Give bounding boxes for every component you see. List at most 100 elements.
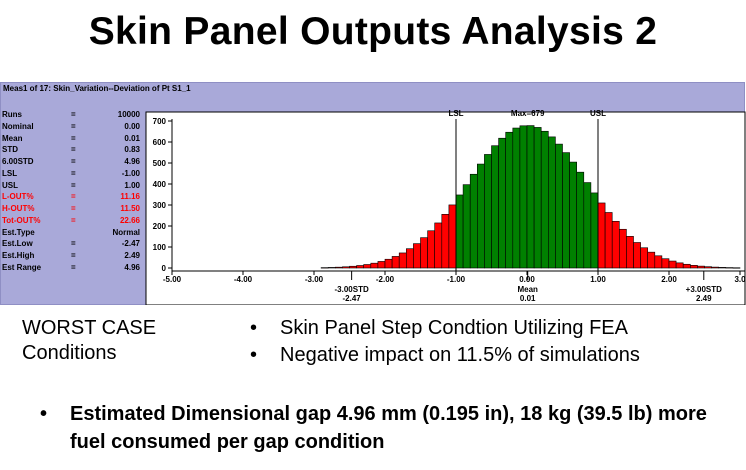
stat-value: 0.01 — [124, 133, 140, 143]
max-label: Max=679 — [511, 109, 545, 118]
stat-value: 22.66 — [119, 215, 140, 225]
histogram-bar — [363, 264, 372, 269]
histogram-bar — [427, 230, 436, 269]
histogram-bar — [462, 184, 471, 269]
stat-equals: = — [71, 157, 76, 166]
histogram-bar — [562, 152, 570, 269]
histogram-bar — [356, 265, 365, 269]
stat-equals: = — [71, 110, 76, 119]
y-tick-label: 600 — [153, 138, 167, 147]
annotation-value: 0.01 — [520, 294, 536, 303]
stat-row: Est.Low = -2.47 — [2, 239, 144, 251]
stat-equals: = — [71, 180, 76, 190]
stat-row: Mean = 0.01 — [2, 134, 144, 146]
stat-label: Est.Low — [2, 239, 33, 249]
stat-label: Est.Type — [2, 227, 35, 237]
bullet-item: • Skin Panel Step Condtion Utilizing FEA — [250, 315, 640, 342]
histogram-bar — [370, 262, 379, 269]
worst-case-line2: Conditions — [22, 342, 117, 364]
histogram-bar — [342, 266, 350, 269]
stat-value: 4.96 — [124, 157, 140, 166]
annotation-value: -2.47 — [343, 294, 362, 303]
stat-value: 11.16 — [120, 192, 140, 202]
histogram-bar — [611, 220, 620, 269]
histogram-bar — [654, 255, 663, 269]
y-tick-label: 700 — [153, 117, 167, 126]
bullet-text: Negative impact on 11.5% of simulations — [280, 344, 640, 366]
bullet-dot: • — [40, 403, 48, 425]
histogram-bar — [455, 194, 464, 269]
bullet-list: • Skin Panel Step Condtion Utilizing FEA… — [250, 315, 640, 369]
stat-value: 10000 — [117, 110, 140, 119]
x-tick-label: -4.00 — [234, 275, 253, 284]
histogram-bar — [569, 161, 577, 269]
stat-row: Est Range = 4.96 — [2, 263, 144, 275]
histogram-bar — [405, 248, 414, 269]
stat-value: 0.83 — [124, 145, 140, 155]
stat-equals: = — [71, 239, 76, 249]
stat-equals: = — [71, 192, 76, 202]
measurement-header: Meas1 of 17: Skin_Variation--Deviation o… — [3, 84, 191, 93]
histogram-bar — [533, 127, 542, 269]
y-tick-label: 0 — [162, 264, 167, 273]
histogram-bar — [391, 256, 400, 269]
histogram-bar — [697, 265, 705, 269]
stat-label: Nominal — [2, 121, 34, 131]
y-tick-label: 300 — [153, 201, 167, 210]
histogram-bar — [540, 130, 549, 269]
histogram-bar — [555, 143, 563, 269]
stat-value: 0.00 — [124, 121, 140, 131]
histogram-bar — [668, 260, 677, 269]
histogram-bar — [505, 131, 514, 269]
histogram-bar — [441, 214, 450, 269]
stat-equals: = — [71, 121, 76, 131]
annotation-value: 2.49 — [696, 294, 712, 303]
histogram-bar — [334, 266, 343, 269]
histogram-bar — [512, 127, 521, 269]
worst-case-label: WORST CASE Conditions — [22, 316, 156, 366]
stat-equals: = — [71, 145, 76, 155]
stat-row: Tot-OUT% = 22.66 — [2, 216, 144, 228]
histogram-bar — [604, 212, 613, 269]
histogram-bar — [377, 261, 386, 269]
histogram-bar — [675, 262, 684, 269]
summary-bullet: • Estimated Dimensional gap 4.96 mm (0.1… — [40, 400, 740, 456]
x-tick-label: -3.00 — [305, 275, 324, 284]
histogram-bar — [689, 265, 698, 269]
stat-label: LSL — [2, 168, 18, 178]
histogram-bar — [618, 228, 627, 269]
x-tick-label: -1.00 — [447, 275, 466, 284]
slide-title: Skin Panel Outputs Analysis 2 — [88, 10, 658, 53]
histogram-bar — [413, 243, 421, 269]
histogram-bar — [476, 163, 485, 269]
stat-value: 4.96 — [124, 262, 140, 272]
stat-value: 1.00 — [124, 180, 140, 190]
stat-equals: = — [71, 262, 76, 272]
annotation-label: +3.00STD — [686, 285, 722, 294]
histogram-bar — [583, 182, 592, 269]
histogram-bar — [320, 267, 329, 269]
histogram-bar — [547, 136, 556, 269]
stat-label: STD — [2, 145, 18, 155]
x-tick-label: -2.00 — [376, 275, 395, 284]
histogram-bar — [526, 125, 535, 269]
x-tick-label: 3.0 — [734, 275, 746, 284]
stat-value: -2.47 — [121, 239, 140, 249]
histogram-bar — [597, 202, 606, 269]
stat-row: 6.00STD = 4.96 — [2, 157, 144, 169]
bullet-dot: • — [250, 317, 258, 339]
stat-row: L-OUT% = 11.16 — [2, 192, 144, 204]
histogram-bar — [434, 222, 443, 269]
statistics-table: Runs = 10000 Nominal = 0.00 Mean = 0.01 STD = 0.83 6… — [2, 110, 144, 275]
y-tick-label: 100 — [153, 243, 167, 252]
stat-row: Est.Type Normal — [2, 228, 144, 240]
stat-label: Tot-OUT% — [2, 215, 41, 225]
worst-case-line1: WORST CASE — [22, 317, 157, 339]
histogram-bar — [718, 267, 727, 269]
annotation-label: -3.00STD — [335, 285, 369, 294]
histogram-bar — [327, 267, 336, 269]
x-tick-label: -5.00 — [163, 275, 182, 284]
stat-equals: = — [71, 168, 76, 178]
stat-row: USL = 1.00 — [2, 181, 144, 193]
stat-label: H-OUT% — [2, 204, 35, 213]
